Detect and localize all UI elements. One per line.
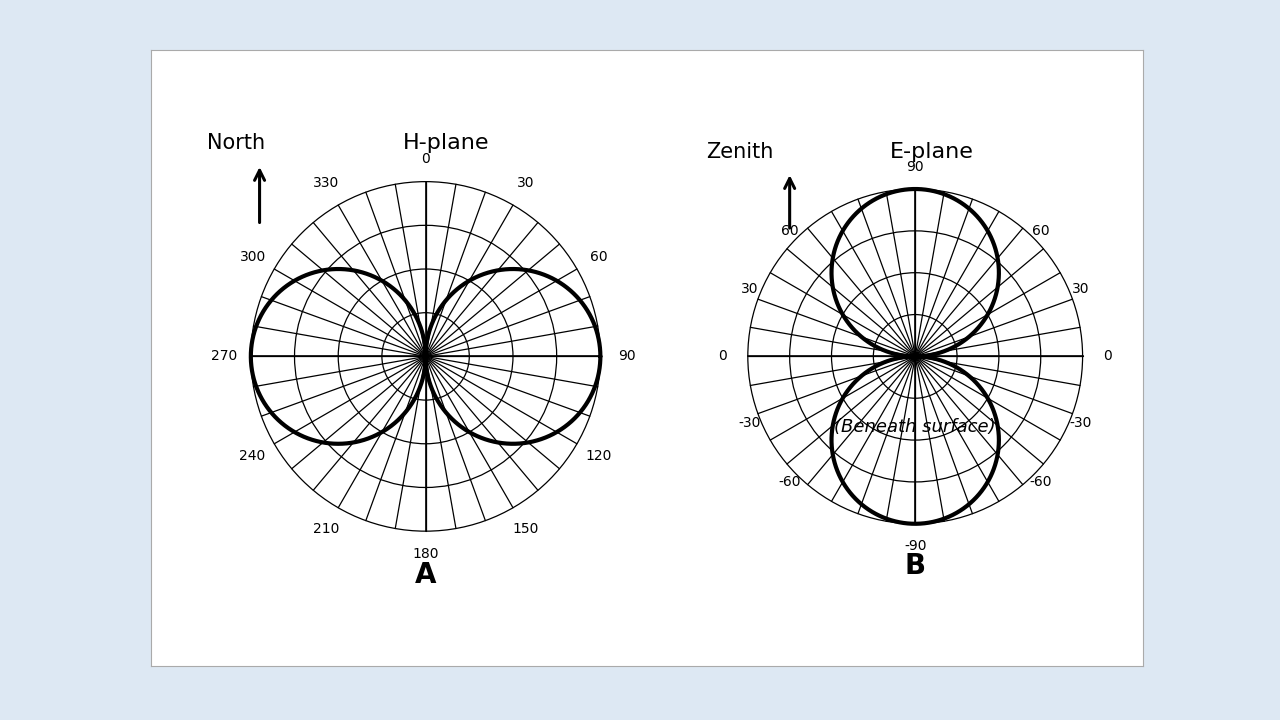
- Text: -60: -60: [1029, 475, 1052, 489]
- Text: 120: 120: [585, 449, 612, 463]
- Text: 0: 0: [718, 349, 727, 364]
- Text: (Beneath surface): (Beneath surface): [835, 418, 996, 436]
- Text: 270: 270: [211, 349, 238, 364]
- Text: 30: 30: [516, 176, 534, 190]
- Text: H-plane: H-plane: [403, 133, 490, 153]
- Text: 60: 60: [590, 250, 608, 264]
- Text: 0: 0: [1103, 349, 1112, 364]
- Text: 240: 240: [239, 449, 266, 463]
- Text: -90: -90: [904, 539, 927, 552]
- Text: 210: 210: [312, 523, 339, 536]
- Text: 90: 90: [618, 349, 635, 364]
- Text: 0: 0: [421, 152, 430, 166]
- Text: 330: 330: [312, 176, 339, 190]
- Text: A: A: [415, 561, 436, 589]
- Text: 150: 150: [512, 523, 539, 536]
- Text: 60: 60: [1032, 224, 1050, 238]
- Text: 30: 30: [1073, 282, 1089, 297]
- Text: -30: -30: [1070, 416, 1092, 431]
- Text: North: North: [207, 133, 265, 153]
- Text: 300: 300: [239, 250, 266, 264]
- Text: 90: 90: [906, 161, 924, 174]
- Text: -30: -30: [739, 416, 760, 431]
- Text: -60: -60: [778, 475, 801, 489]
- Text: 30: 30: [741, 282, 758, 297]
- Text: 180: 180: [412, 547, 439, 561]
- Text: B: B: [905, 552, 925, 580]
- Text: E-plane: E-plane: [890, 142, 974, 162]
- Text: 60: 60: [781, 224, 799, 238]
- Text: Zenith: Zenith: [707, 142, 773, 162]
